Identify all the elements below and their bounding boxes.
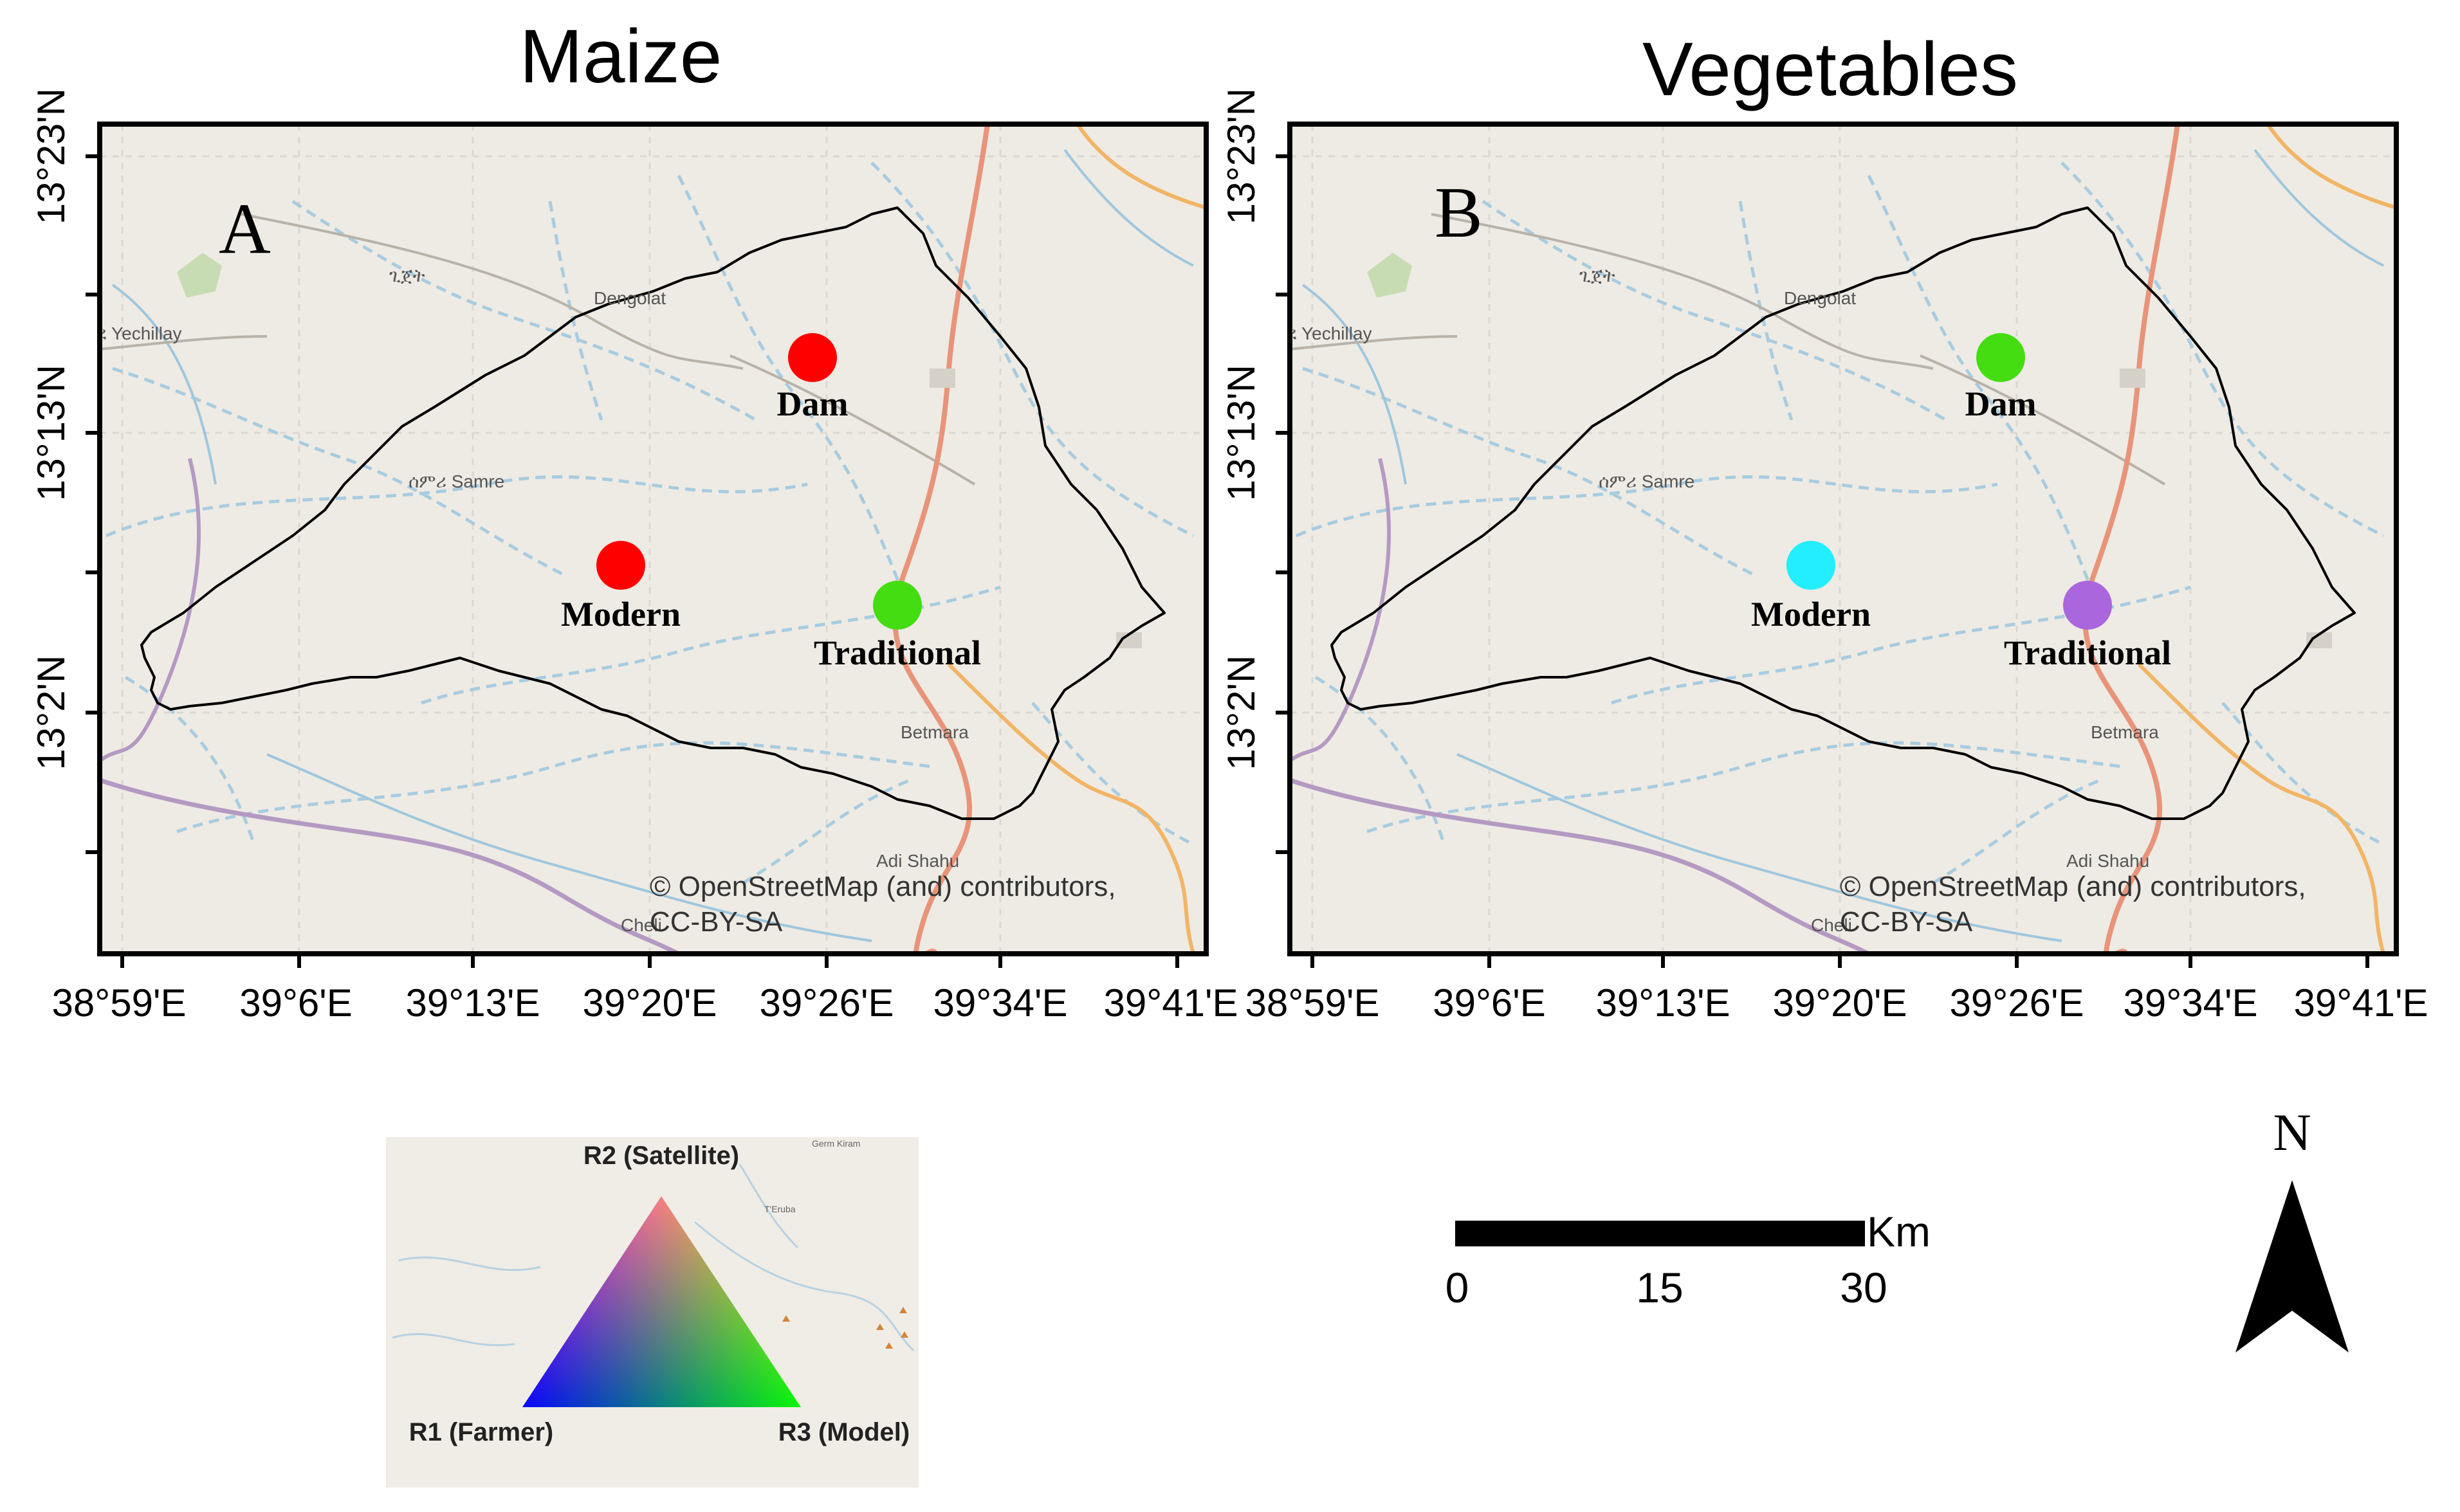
x-tick-label: 39°20'E bbox=[583, 981, 717, 1025]
place-cheli: Cheli bbox=[1811, 915, 1852, 935]
panel-letter-a: A bbox=[219, 189, 271, 269]
x-tick-label: 39°26'E bbox=[760, 981, 894, 1025]
osm-credit-line2: CC-BY-SA bbox=[650, 906, 783, 938]
x-tick-label: 39°20'E bbox=[1773, 981, 1907, 1025]
scale-label-15: 15 bbox=[1636, 1264, 1683, 1311]
panel-title-maize: Maize bbox=[520, 14, 722, 99]
site-label-dam: Dam bbox=[1965, 385, 2037, 423]
legend-label-r3: R3 (Model) bbox=[778, 1418, 910, 1446]
site-marker-modern bbox=[596, 541, 645, 590]
place-betmara: Betmara bbox=[901, 722, 969, 742]
x-tick-label: 38°59'E bbox=[52, 981, 187, 1025]
scale-unit: Km bbox=[1867, 1208, 1931, 1255]
site-marker-dam bbox=[1976, 333, 2025, 382]
legend-label-r1: R1 (Farmer) bbox=[409, 1418, 554, 1446]
x-tick-label: 39°6'E bbox=[239, 981, 353, 1025]
map-a: Dengolat ጊጀት ሰምሪ Samre ደ Yechillay Betma… bbox=[96, 124, 1206, 957]
legend-place-germ-kiram: Germ Kiram bbox=[812, 1138, 860, 1149]
y-tick-label: 13°13'N bbox=[30, 365, 73, 501]
scale-label-0: 0 bbox=[1446, 1264, 1469, 1311]
north-arrow: N bbox=[2235, 1103, 2349, 1353]
site-marker-traditional bbox=[873, 581, 922, 630]
x-tick-label: 39°41'E bbox=[1104, 981, 1238, 1025]
place-yechillay: ደ Yechillay bbox=[96, 323, 182, 343]
place-dengolat: Dengolat bbox=[594, 288, 666, 308]
place-betmara: Betmara bbox=[2091, 722, 2159, 742]
map-frame-a bbox=[97, 122, 1209, 956]
place-samre: ሰምሪ Samre bbox=[408, 471, 504, 491]
x-axis-ticks-b: 38°59'E 39°6'E 39°13'E 39°20'E 39°26'E 3… bbox=[1245, 981, 2428, 1025]
y-tick-label: 13°2'N bbox=[30, 655, 73, 770]
x-tick-label: 38°59'E bbox=[1245, 981, 1380, 1025]
site-marker-traditional bbox=[2063, 581, 2112, 630]
place-adi-shahu: Adi Shahu bbox=[2066, 851, 2149, 871]
x-tick-label: 39°13'E bbox=[406, 981, 540, 1025]
legend-label-r2: R2 (Satellite) bbox=[583, 1142, 739, 1170]
x-tick-label: 39°13'E bbox=[1596, 981, 1730, 1025]
site-label-traditional: Traditional bbox=[2004, 633, 2171, 672]
site-marker-modern bbox=[1786, 541, 1835, 590]
place-samre: ሰምሪ Samre bbox=[1599, 471, 1694, 491]
x-tick-label: 39°34'E bbox=[2124, 981, 2258, 1025]
x-tick-label: 39°41'E bbox=[2294, 981, 2428, 1025]
y-tick-label: 13°13'N bbox=[1220, 365, 1263, 501]
color-triangle-legend: Germ Kiram T'Eruba R2 (Satellite) R1 (Fa… bbox=[386, 1137, 919, 1488]
x-tick-label: 39°26'E bbox=[1950, 981, 2084, 1025]
site-label-traditional: Traditional bbox=[814, 633, 981, 672]
y-tick-label: 13°23'N bbox=[1220, 88, 1263, 224]
site-label-dam: Dam bbox=[777, 385, 849, 423]
panel-letter-b: B bbox=[1435, 173, 1483, 253]
x-tick-label: 39°34'E bbox=[933, 981, 1068, 1025]
panel-vegetables: Vegetables Dengolat ጊጀት ሰምሪ Samre ደ Yech… bbox=[1220, 27, 2428, 1025]
scale-label-30: 30 bbox=[1840, 1264, 1887, 1311]
place-cheli: Cheli bbox=[621, 915, 662, 935]
north-label: N bbox=[2273, 1103, 2311, 1161]
panel-maize: Maize Dengolat ጊጀት ሰምሪ Samre ደ Yechillay… bbox=[30, 14, 1238, 1025]
place-adi-shahu: Adi Shahu bbox=[876, 851, 959, 871]
x-axis-ticks-a: 38°59'E 39°6'E 39°13'E 39°20'E 39°26'E 3… bbox=[52, 981, 1238, 1025]
site-label-modern: Modern bbox=[1751, 595, 1871, 633]
y-tick-label: 13°23'N bbox=[30, 88, 73, 224]
legend-place-teruba: T'Eruba bbox=[764, 1204, 796, 1214]
y-axis-ticks-b: 13°23'N 13°13'N 13°2'N bbox=[1220, 88, 1263, 770]
site-marker-dam bbox=[788, 333, 837, 382]
y-axis-ticks-a: 13°23'N 13°13'N 13°2'N bbox=[30, 88, 73, 770]
map-b: Dengolat ጊጀት ሰምሪ Samre ደ Yechillay Betma… bbox=[1287, 124, 2396, 957]
map-frame-b bbox=[1287, 122, 2399, 956]
scale-bar: Km 0 15 30 bbox=[1446, 1208, 1931, 1311]
osm-credit-line1: © OpenStreetMap (and) contributors, bbox=[1840, 871, 2306, 902]
place-dengolat: Dengolat bbox=[1784, 288, 1856, 308]
panel-title-vegetables: Vegetables bbox=[1642, 27, 2018, 112]
place-gijet: ጊጀት bbox=[389, 266, 425, 286]
place-gijet: ጊጀት bbox=[1579, 266, 1615, 286]
site-label-modern: Modern bbox=[561, 595, 681, 633]
x-tick-label: 39°6'E bbox=[1433, 981, 1546, 1025]
scale-bar-rect bbox=[1455, 1221, 1865, 1246]
osm-credit-line1: © OpenStreetMap (and) contributors, bbox=[650, 871, 1116, 902]
y-tick-label: 13°2'N bbox=[1220, 655, 1263, 770]
place-yechillay: ደ Yechillay bbox=[1287, 323, 1372, 343]
north-arrow-icon bbox=[2235, 1180, 2349, 1353]
osm-credit-line2: CC-BY-SA bbox=[1840, 906, 1973, 938]
